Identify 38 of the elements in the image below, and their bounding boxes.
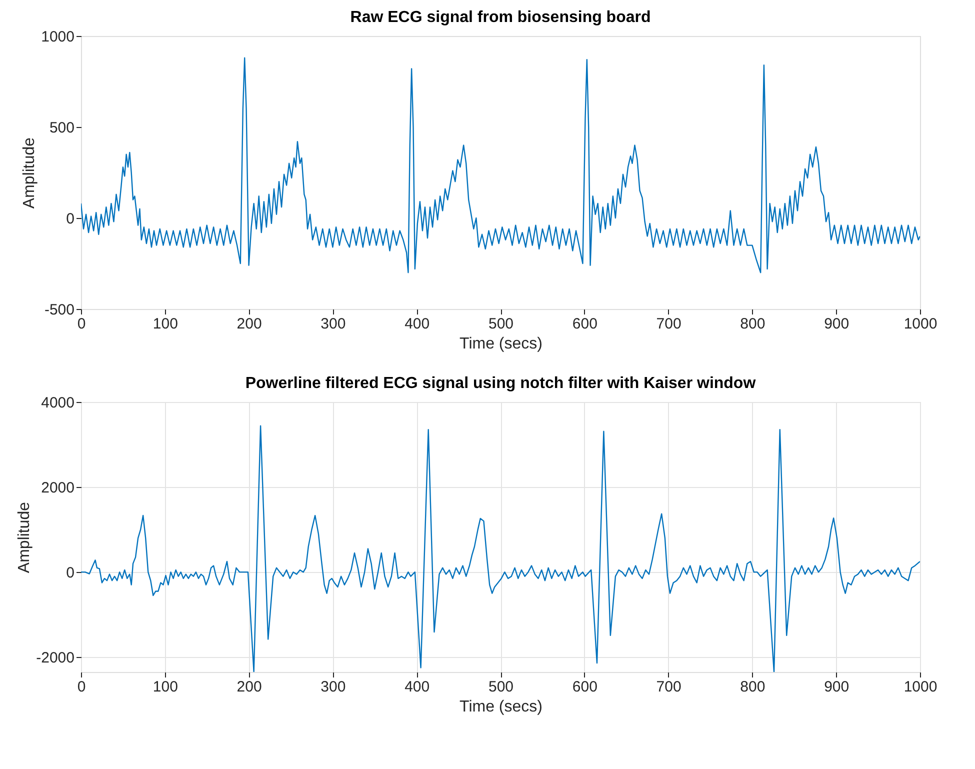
y-tick-label: 500 <box>49 120 74 136</box>
x-tick-label: 800 <box>740 678 766 696</box>
x-tick-label: 400 <box>404 316 430 332</box>
y-tick-label: 2000 <box>41 480 74 497</box>
y-tick-label: -2000 <box>36 650 74 667</box>
y-tick-label: 0 <box>66 564 74 582</box>
x-axis-title: Time (secs) <box>460 698 542 716</box>
x-tick-label: 100 <box>152 316 178 332</box>
x-axis-title: Time (secs) <box>460 336 542 352</box>
y-tick-label: -500 <box>44 302 74 318</box>
x-tick-label: 500 <box>488 316 514 332</box>
line-series <box>81 425 920 672</box>
y-tick-label: 4000 <box>41 394 74 412</box>
x-tick-label: 500 <box>488 678 514 696</box>
x-tick-label: 700 <box>656 316 682 332</box>
y-tick-label: 0 <box>66 210 74 228</box>
y-axis-title: Amplitude <box>21 137 38 209</box>
y-tick-label: 1000 <box>41 28 74 46</box>
y-axis-title: Amplitude <box>16 502 34 574</box>
x-tick-label: 0 <box>77 678 86 696</box>
x-tick-label: 200 <box>236 678 262 696</box>
x-tick-label: 1000 <box>904 678 938 696</box>
x-tick-label: 700 <box>656 678 682 696</box>
x-tick-label: 100 <box>152 678 178 696</box>
x-tick-label: 200 <box>236 316 262 332</box>
x-tick-label: 1000 <box>904 316 938 332</box>
x-tick-label: 800 <box>740 316 766 332</box>
chart-title: Raw ECG signal from biosensing board <box>350 9 651 26</box>
x-tick-label: 900 <box>824 316 850 332</box>
x-tick-label: 300 <box>320 316 346 332</box>
x-tick-label: 600 <box>572 316 598 332</box>
x-tick-label: 300 <box>320 678 346 696</box>
x-tick-label: 400 <box>404 678 430 696</box>
x-tick-label: 600 <box>572 678 598 696</box>
x-tick-label: 0 <box>77 316 86 332</box>
chart-title: Powerline filtered ECG signal using notch filter with Kaiser window <box>245 375 756 392</box>
line-series <box>81 57 920 274</box>
x-tick-label: 900 <box>824 678 850 696</box>
